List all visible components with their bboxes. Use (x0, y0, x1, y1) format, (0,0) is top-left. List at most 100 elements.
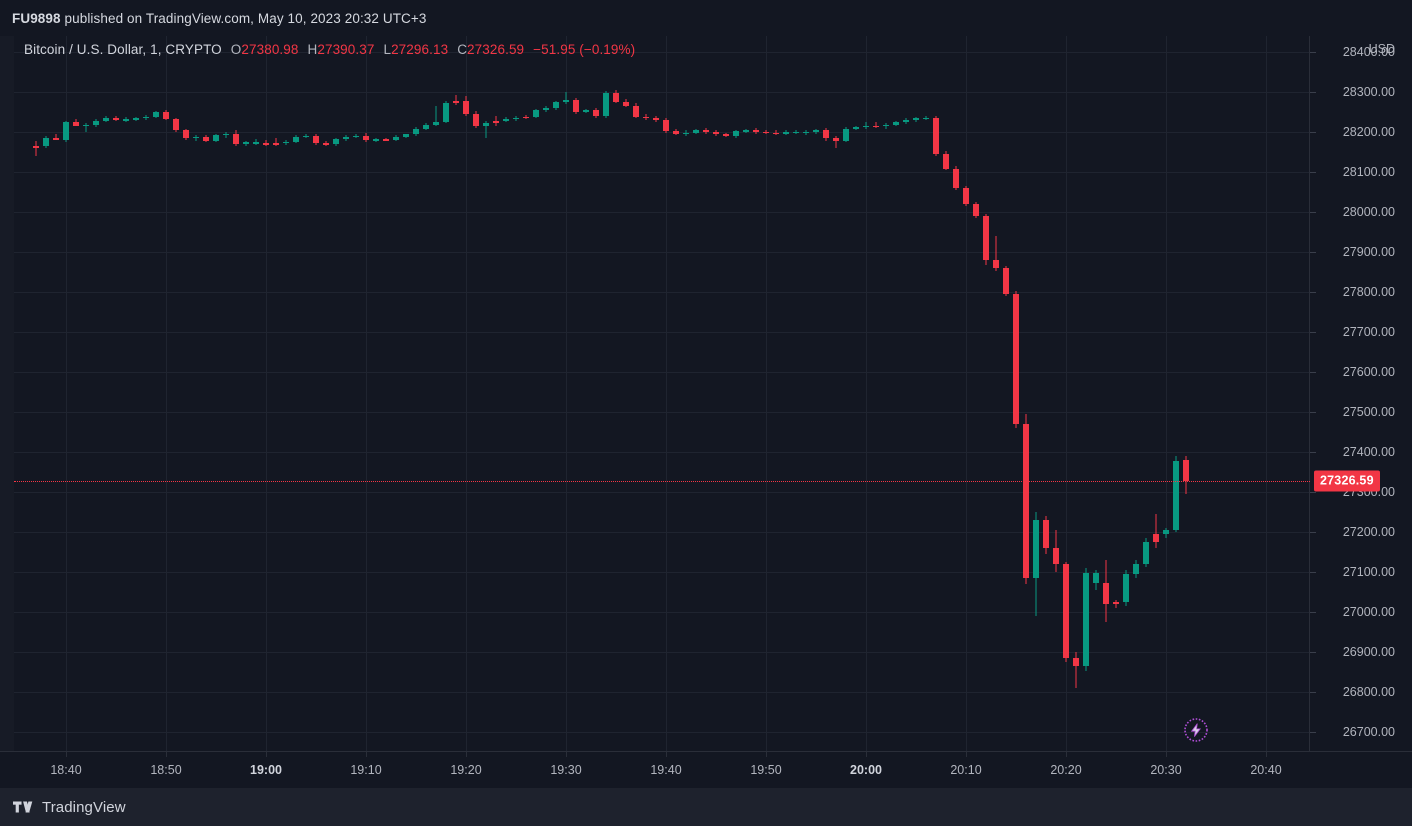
candlestick (293, 135, 299, 144)
candlestick (383, 137, 389, 141)
candlestick (363, 132, 369, 142)
candlestick (633, 103, 639, 119)
grid-line-vertical (366, 36, 367, 752)
candlestick (743, 128, 749, 133)
candlestick (453, 95, 459, 105)
candlestick (123, 116, 129, 122)
time-axis-label: 20:30 (1150, 763, 1182, 777)
bottom-status-bar: TradingView (0, 788, 1412, 826)
grid-line-vertical (1166, 36, 1167, 752)
price-axis-tick (1310, 652, 1316, 653)
grid-line-horizontal (14, 732, 1310, 733)
candle-body (63, 122, 69, 140)
lightning-bolt-badge-icon[interactable] (1183, 717, 1209, 743)
candlestick (1153, 513, 1159, 548)
candlestick (713, 130, 719, 136)
candle-body (53, 137, 59, 140)
candlestick (1133, 560, 1139, 578)
candlestick (1013, 291, 1019, 428)
left-gutter (0, 36, 14, 752)
time-axis-label: 19:00 (250, 763, 282, 777)
candle-body (403, 134, 409, 137)
candlestick (1163, 528, 1169, 538)
candlestick (1183, 455, 1189, 494)
candle-body (1053, 547, 1059, 564)
candlestick (603, 91, 609, 118)
candlestick (33, 140, 39, 156)
legend-symbol[interactable]: Bitcoin / U.S. Dollar, 1, CRYPTO (24, 42, 222, 57)
candle-body (733, 131, 739, 136)
candle-body (453, 100, 459, 104)
candle-body (943, 153, 949, 169)
candlestick (543, 106, 549, 112)
candlestick (63, 120, 69, 142)
candle-wick (455, 95, 457, 105)
candle-body (913, 118, 919, 120)
price-axis-label: 27900.00 (1342, 245, 1395, 259)
candlestick (583, 108, 589, 113)
candle-body (633, 105, 639, 117)
candle-wick (565, 92, 567, 104)
candlestick (1143, 538, 1149, 568)
candlestick (73, 119, 79, 127)
price-axis-label: 28000.00 (1342, 205, 1395, 219)
candle-wick (55, 133, 57, 140)
candle-body (83, 124, 89, 127)
candle-body (893, 122, 899, 125)
candle-body (853, 127, 859, 129)
grid-line-horizontal (14, 172, 1310, 173)
candle-body (813, 130, 819, 132)
candlestick (683, 130, 689, 136)
price-axis-tick (1310, 92, 1316, 93)
price-axis-label: 27500.00 (1342, 405, 1395, 419)
candle-body (1173, 460, 1179, 530)
tradingview-branding[interactable]: TradingView (0, 799, 126, 816)
candlestick (173, 117, 179, 132)
grid-line-horizontal (14, 252, 1310, 253)
candle-body (873, 125, 879, 128)
candlestick (653, 116, 659, 122)
grid-line-horizontal (14, 132, 1310, 133)
grid-line-horizontal (14, 92, 1310, 93)
candle-wick (835, 136, 837, 148)
candle-body (293, 136, 299, 142)
candlestick (943, 151, 949, 171)
candlestick (1043, 516, 1049, 554)
candlestick (493, 116, 499, 126)
candlestick (1123, 569, 1129, 607)
price-axis-tick (1310, 732, 1316, 733)
candlestick (53, 133, 59, 140)
legend-close-key: C (457, 42, 468, 57)
publish-attribution: FU9898 published on TradingView.com, May… (0, 11, 427, 26)
candlestick (823, 128, 829, 141)
candlestick (883, 123, 889, 129)
legend-change: −51.95 (−0.19%) (533, 42, 636, 57)
price-axis-label: 28400.00 (1342, 45, 1395, 59)
time-axis-tick (466, 752, 467, 757)
candlestick (863, 122, 869, 129)
candle-body (793, 131, 799, 134)
candle-body (93, 120, 99, 125)
candle-body (243, 142, 249, 144)
candle-body (823, 130, 829, 139)
candle-body (843, 128, 849, 141)
time-axis-label: 19:10 (350, 763, 382, 777)
grid-line-vertical (766, 36, 767, 752)
candle-body (693, 130, 699, 133)
candlestick (693, 128, 699, 135)
price-axis[interactable]: USD 28400.00 28300.00 28200.00 28100.00 2800… (1310, 36, 1412, 752)
time-axis[interactable]: 18:40 18:50 19:00 19:10 19:20 19:30 19:40 19:50… (0, 752, 1412, 788)
candlestick (533, 108, 539, 119)
chart-plot-area[interactable] (14, 36, 1310, 752)
price-axis-tick (1310, 52, 1316, 53)
price-axis-tick (1310, 612, 1316, 613)
candlestick (833, 136, 839, 148)
candlestick (503, 116, 509, 123)
candlestick (983, 213, 989, 265)
candlestick (893, 120, 899, 127)
current-price-badge[interactable]: 27326.59 (1314, 470, 1380, 492)
candlestick (933, 116, 939, 156)
publish-author: FU9898 (12, 10, 61, 26)
candle-body (1043, 520, 1049, 548)
candlestick (463, 96, 469, 116)
